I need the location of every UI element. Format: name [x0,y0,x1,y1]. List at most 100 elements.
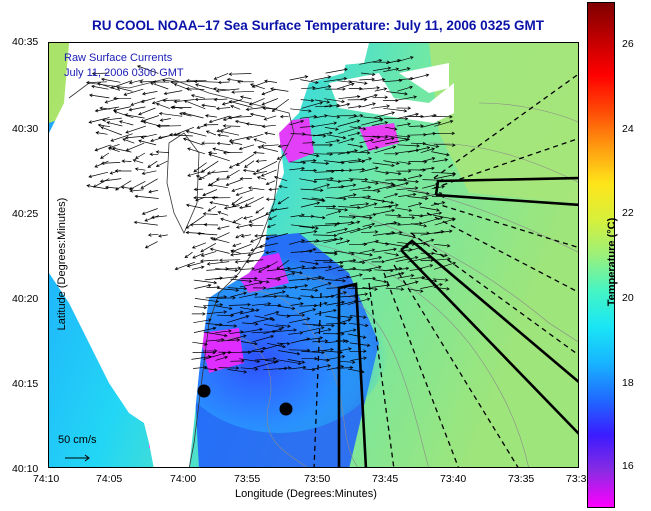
current-vector [290,224,316,229]
current-vector [201,141,216,145]
current-vector [116,86,133,92]
current-vector [114,169,132,173]
legend-line-2: July 11, 2006 0300 GMT [64,67,184,79]
current-vector [217,288,240,292]
legend-line-1: Raw Surface Currents [64,52,173,64]
current-vector [313,323,335,328]
current-vector [270,207,289,212]
current-vector [209,183,228,189]
current-vector [409,288,424,293]
current-vector [348,104,362,109]
y-tick: 40:10 [12,463,39,475]
current-vector [227,334,247,341]
current-vector [277,305,296,311]
current-vector [100,152,110,159]
current-vector [383,160,400,165]
current-vector [140,115,160,123]
station-marker [197,384,211,398]
current-vector [324,279,347,283]
current-vector [91,71,109,76]
current-vector [100,77,121,83]
current-vector [100,161,121,166]
current-vector [395,134,411,139]
current-vector [266,266,291,272]
current-vector [288,348,311,353]
current-vector [179,112,192,117]
current-vector [313,233,338,238]
current-vector [263,323,285,330]
no-data-area [399,63,449,93]
current-vector [347,195,372,199]
x-tick: 73:55 [234,473,261,485]
current-vector [408,124,424,128]
current-vector [208,153,230,162]
current-vector [325,209,342,216]
current-vector [256,176,267,180]
current-vector [326,134,347,140]
current-vector [434,173,456,180]
current-vector [209,201,229,207]
current-vector [422,182,440,189]
current-vector [252,150,265,155]
current-vector [193,79,219,84]
current-vector [420,238,435,244]
y-tick: 40:25 [12,208,39,220]
current-vector [374,87,388,92]
current-vector [338,126,362,134]
current-vector [299,114,318,119]
current-vector [155,160,168,168]
current-vector [311,143,333,147]
current-vector [120,185,134,190]
shipping-lanes-dashed [313,73,578,467]
current-vector [198,170,216,180]
current-vector [264,359,280,364]
current-vector [227,266,242,270]
current-vector [219,258,241,263]
current-vector [144,241,158,249]
current-vector [139,80,156,84]
current-vector [245,259,264,264]
current-vector [123,88,144,96]
current-vector [407,202,423,208]
current-vector [397,274,415,279]
current-vector [215,88,240,93]
current-vector [212,147,231,154]
current-vector [253,316,274,324]
current-vector [299,260,320,266]
current-vector [155,102,170,109]
current-vector [394,207,413,212]
current-vector [374,111,396,118]
current-vector [396,106,412,110]
current-vector [261,88,277,96]
current-vector [372,95,389,100]
x-tick: 73:45 [372,473,399,485]
current-vector [396,169,412,173]
current-vector [313,301,328,307]
current-vector [289,166,306,171]
current-vector [336,365,354,370]
current-vector [337,347,352,352]
current-vector [359,58,383,65]
current-vector [336,294,358,298]
current-vector [326,207,349,212]
current-vector [155,150,169,154]
current-vector [325,67,348,74]
current-vector [203,123,219,127]
current-vector [386,231,403,235]
current-vector [206,310,228,314]
current-vector [324,98,346,104]
current-vector [371,121,389,126]
current-vector [271,98,290,112]
current-vector [335,328,357,335]
current-vector [276,341,291,346]
current-vector [349,260,366,265]
current-vector [215,324,238,328]
current-vector [311,161,330,166]
current-vector [314,308,337,315]
current-vector [337,119,361,127]
current-vector [349,225,373,234]
current-vector [336,227,361,235]
current-vector [231,90,255,94]
current-vector [228,162,240,169]
current-vector [336,193,357,199]
